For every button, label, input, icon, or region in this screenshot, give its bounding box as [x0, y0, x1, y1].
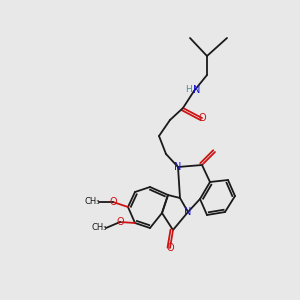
Text: N: N — [174, 162, 182, 172]
Text: H: H — [186, 85, 192, 94]
Text: CH₃: CH₃ — [91, 224, 107, 232]
Text: CH₃: CH₃ — [84, 197, 100, 206]
Text: N: N — [184, 207, 192, 217]
Text: O: O — [109, 197, 117, 207]
Text: N: N — [193, 85, 201, 95]
Text: O: O — [198, 113, 206, 123]
Text: O: O — [116, 217, 124, 227]
Text: O: O — [166, 243, 174, 253]
